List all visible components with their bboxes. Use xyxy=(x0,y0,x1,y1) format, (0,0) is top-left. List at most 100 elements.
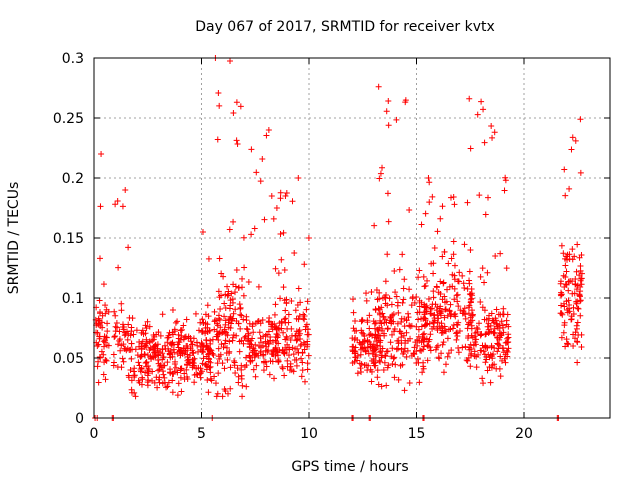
data-point xyxy=(184,351,191,358)
data-point xyxy=(489,134,496,141)
data-point xyxy=(569,290,576,297)
data-point xyxy=(384,190,391,197)
data-point xyxy=(460,280,467,287)
data-point xyxy=(377,358,384,365)
data-point xyxy=(97,203,104,210)
data-point xyxy=(429,301,436,308)
data-point xyxy=(287,336,294,343)
data-point xyxy=(240,292,247,299)
data-point xyxy=(305,234,312,241)
data-point xyxy=(455,303,462,310)
data-point xyxy=(459,344,466,351)
data-point xyxy=(112,333,119,340)
data-point xyxy=(485,194,492,201)
data-point xyxy=(444,353,451,360)
data-point xyxy=(428,305,435,312)
data-point xyxy=(100,351,107,358)
data-point xyxy=(484,367,491,374)
data-point xyxy=(192,310,199,317)
data-point xyxy=(483,356,490,363)
data-point xyxy=(99,319,106,326)
data-point xyxy=(375,83,382,90)
data-point xyxy=(241,334,248,341)
data-point xyxy=(561,303,568,310)
data-point xyxy=(191,371,198,378)
data-point xyxy=(350,296,357,303)
y-tick-label: 0.1 xyxy=(62,291,84,307)
data-point xyxy=(420,365,427,372)
data-point xyxy=(102,337,109,344)
data-point xyxy=(400,332,407,339)
data-point xyxy=(415,316,422,323)
data-point xyxy=(391,325,398,332)
data-point xyxy=(363,297,370,304)
data-point xyxy=(398,315,405,322)
data-point xyxy=(155,376,162,383)
data-point xyxy=(98,151,105,157)
data-point xyxy=(252,351,259,358)
data-point xyxy=(205,389,212,396)
data-point xyxy=(288,297,295,304)
data-point xyxy=(375,381,382,388)
data-point xyxy=(441,248,448,255)
data-point xyxy=(352,318,359,325)
data-point xyxy=(562,343,569,350)
data-point xyxy=(497,353,504,360)
data-point xyxy=(245,330,252,337)
data-point xyxy=(145,363,152,370)
data-point xyxy=(366,325,373,332)
data-point xyxy=(372,359,379,366)
data-point xyxy=(181,334,188,341)
data-point xyxy=(120,358,127,365)
data-point xyxy=(289,198,296,205)
data-point xyxy=(565,278,572,285)
data-point xyxy=(376,349,383,356)
data-point xyxy=(277,195,284,202)
data-point xyxy=(374,342,381,349)
data-point xyxy=(486,328,493,335)
data-point xyxy=(299,367,306,374)
data-point xyxy=(260,367,267,374)
data-point xyxy=(498,318,505,325)
data-point xyxy=(378,354,385,361)
data-point xyxy=(357,341,364,348)
data-point xyxy=(137,367,144,374)
data-point xyxy=(127,332,134,339)
data-point xyxy=(450,251,457,258)
data-point xyxy=(128,324,135,331)
y-tick-label: 0.3 xyxy=(62,51,84,67)
data-point xyxy=(403,353,410,360)
data-point xyxy=(357,365,364,372)
data-point xyxy=(395,376,402,383)
data-point xyxy=(139,338,146,345)
data-point xyxy=(183,316,190,323)
data-point xyxy=(282,192,289,199)
data-point xyxy=(462,311,469,318)
data-point xyxy=(178,365,185,372)
data-point xyxy=(386,295,393,302)
data-point xyxy=(164,339,171,346)
data-point xyxy=(135,377,142,384)
data-point xyxy=(574,305,581,312)
data-point xyxy=(133,327,140,334)
data-point xyxy=(261,358,268,365)
axis-ticks: 0 5 10 15 20 0 0.05 0.1 0.15 0.2 0.25 0.3 xyxy=(53,51,610,442)
data-point xyxy=(480,380,487,387)
data-point xyxy=(139,376,146,383)
data-point xyxy=(424,342,431,349)
data-point xyxy=(243,383,250,390)
data-point xyxy=(240,234,247,241)
data-point xyxy=(453,330,460,337)
data-point xyxy=(491,345,498,352)
data-point xyxy=(420,338,427,345)
data-point xyxy=(241,264,248,271)
data-point xyxy=(263,132,270,139)
data-point xyxy=(368,378,375,385)
data-point xyxy=(451,285,458,292)
data-point xyxy=(426,179,433,186)
data-point xyxy=(352,335,359,342)
data-point xyxy=(295,316,302,323)
data-point xyxy=(118,307,125,314)
data-point xyxy=(422,210,429,217)
